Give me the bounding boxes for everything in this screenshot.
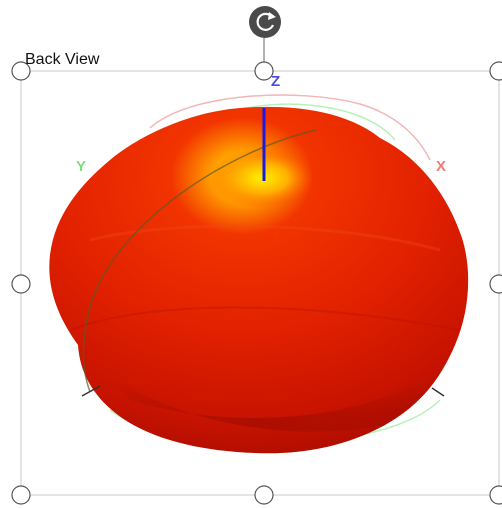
resize-handle-top[interactable] — [254, 61, 274, 81]
resize-handle-left[interactable] — [11, 274, 31, 294]
x-axis-tick — [431, 387, 445, 397]
radiation-pattern-surface[interactable] — [49, 106, 469, 454]
resize-handle-right[interactable] — [489, 274, 502, 294]
z-axis-label: Z — [271, 73, 281, 90]
surface-ridge — [69, 306, 461, 331]
surface-shadow — [78, 345, 455, 432]
meridian-line — [82, 129, 317, 393]
x-axis-label: X — [436, 158, 447, 175]
resize-handle-bottom-left[interactable] — [11, 485, 31, 505]
y-axis-label: Y — [76, 158, 87, 175]
resize-handle-bottom-right[interactable] — [489, 485, 502, 505]
surface-ridge-upper — [89, 224, 441, 252]
resize-handle-bottom[interactable] — [254, 485, 274, 505]
resize-handle-top-left[interactable] — [11, 61, 31, 81]
y-axis-tick — [81, 385, 101, 397]
resize-handle-top-right[interactable] — [489, 61, 502, 81]
rotate-icon[interactable] — [249, 6, 281, 38]
hotspot-highlight — [210, 148, 314, 208]
x-ring-outline — [149, 94, 431, 161]
